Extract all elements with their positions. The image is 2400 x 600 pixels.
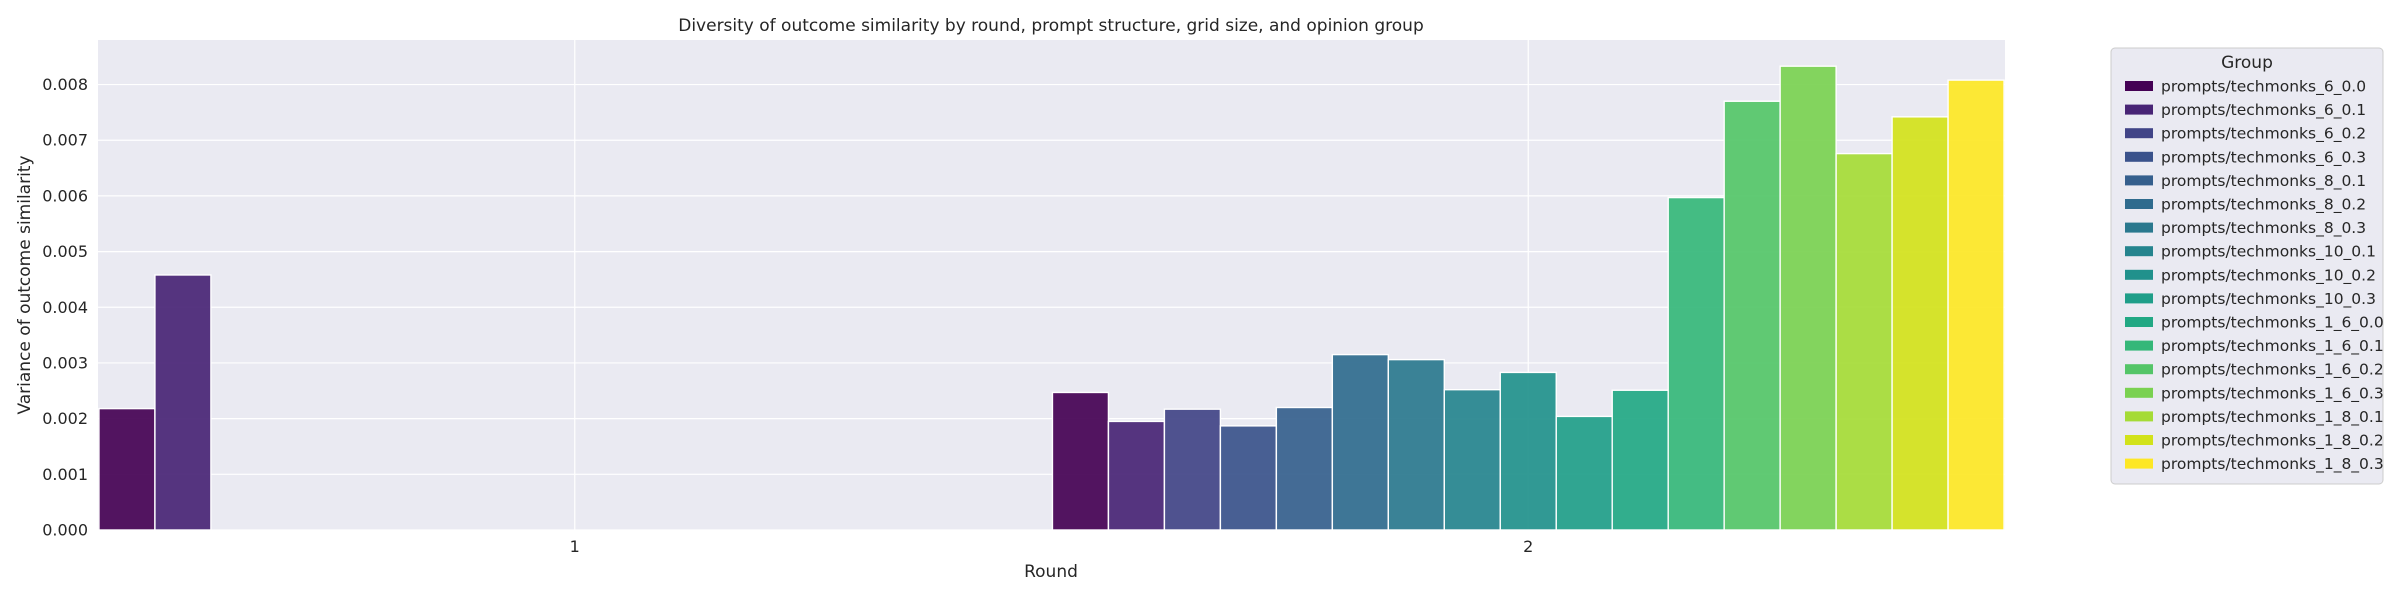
- legend-label: prompts/techmonks_1_6_0.0: [2161, 314, 2384, 333]
- bar: [1555, 415, 1613, 531]
- y-tick-label: 0.001: [42, 465, 88, 484]
- y-tick-label: 0.008: [42, 75, 88, 94]
- legend-swatch: [2125, 246, 2153, 257]
- bar: [1051, 391, 1110, 531]
- bar: [1387, 358, 1445, 531]
- bar: [98, 407, 156, 531]
- legend-label: prompts/techmonks_1_8_0.1: [2161, 408, 2384, 427]
- bar: [1611, 389, 1669, 531]
- legend-title: Group: [2221, 53, 2273, 73]
- legend-item: prompts/techmonks_8_0.2: [2125, 196, 2366, 215]
- bar: [1835, 152, 1893, 531]
- legend-item: prompts/techmonks_8_0.3: [2125, 219, 2366, 238]
- legend-item: prompts/techmonks_1_6_0.0: [2125, 314, 2384, 333]
- legend-label: prompts/techmonks_1_6_0.2: [2161, 361, 2384, 380]
- legend-swatch: [2125, 458, 2153, 469]
- legend-item: prompts/techmonks_10_0.1: [2125, 243, 2376, 262]
- legend-label: prompts/techmonks_10_0.2: [2161, 266, 2376, 285]
- legend-item: prompts/techmonks_10_0.2: [2125, 266, 2376, 285]
- legend-label: prompts/techmonks_10_0.3: [2161, 290, 2376, 309]
- bar: [1331, 353, 1390, 531]
- y-axis-label: Variance of outcome similarity: [15, 155, 35, 414]
- y-tick-label: 0.002: [42, 409, 88, 428]
- legend-swatch: [2125, 364, 2153, 375]
- x-tick-label: 2: [1523, 537, 1533, 556]
- legend-swatch: [2125, 104, 2153, 115]
- legend-item: prompts/techmonks_6_0.0: [2125, 78, 2366, 97]
- legend-label: prompts/techmonks_1_6_0.1: [2161, 337, 2384, 356]
- legend-swatch: [2125, 340, 2153, 351]
- legend-label: prompts/techmonks_1_8_0.3: [2161, 455, 2384, 474]
- legend-box: [2110, 47, 2384, 485]
- legend-item: prompts/techmonks_1_6_0.1: [2125, 337, 2384, 356]
- legend-item: prompts/techmonks_6_0.2: [2125, 125, 2366, 144]
- legend-label: prompts/techmonks_6_0.3: [2161, 148, 2366, 167]
- legend-swatch: [2125, 175, 2153, 186]
- y-tick-label: 0.003: [42, 353, 88, 372]
- legend-swatch: [2125, 317, 2153, 327]
- legend-swatch: [2125, 128, 2153, 139]
- legend-swatch: [2125, 293, 2153, 304]
- bar: [154, 274, 212, 531]
- legend-label: prompts/techmonks_6_0.2: [2161, 125, 2366, 144]
- bar: [1443, 388, 1501, 531]
- legend-item: prompts/techmonks_1_8_0.1: [2125, 408, 2384, 427]
- legend-swatch: [2125, 222, 2153, 233]
- legend-item: prompts/techmonks_6_0.1: [2125, 101, 2366, 120]
- legend-label: prompts/techmonks_6_0.0: [2161, 78, 2366, 97]
- bar: [1275, 406, 1334, 531]
- legend-swatch: [2125, 81, 2153, 91]
- bar: [1667, 196, 1725, 531]
- legend-item: prompts/techmonks_8_0.1: [2125, 172, 2366, 191]
- legend-item: prompts/techmonks_1_6_0.3: [2125, 384, 2384, 403]
- legend-label: prompts/techmonks_1_6_0.3: [2161, 384, 2384, 403]
- legend-item: prompts/techmonks_6_0.3: [2125, 148, 2366, 167]
- legend-swatch: [2125, 387, 2153, 398]
- y-tick-label: 0.005: [42, 242, 88, 261]
- legend-swatch: [2125, 269, 2153, 280]
- bar: [1219, 425, 1278, 531]
- legend-swatch: [2125, 435, 2153, 445]
- chart-title: Diversity of outcome similarity by round…: [678, 16, 1424, 36]
- legend-label: prompts/techmonks_8_0.3: [2161, 219, 2366, 238]
- y-axis: 0.000 0.001 0.002 0.003 0.004 0.005 0.006 0.007…: [42, 75, 88, 539]
- y-tick-label: 0.006: [42, 186, 88, 205]
- bars: [98, 65, 2005, 531]
- bar: [1107, 420, 1166, 531]
- legend-item: prompts/techmonks_1_8_0.3: [2125, 455, 2384, 474]
- legend-label: prompts/techmonks_6_0.1: [2161, 101, 2366, 120]
- bar: [1947, 79, 2005, 531]
- legend-item: prompts/techmonks_1_6_0.2: [2125, 361, 2384, 380]
- legend-label: prompts/techmonks_8_0.1: [2161, 172, 2366, 191]
- legend-swatch: [2125, 199, 2153, 209]
- x-tick-label: 1: [570, 537, 580, 556]
- y-tick-label: 0.007: [42, 131, 88, 150]
- legend-label: prompts/techmonks_1_8_0.2: [2161, 432, 2384, 451]
- y-tick-label: 0.004: [42, 298, 88, 317]
- x-axis-label: Round: [1024, 562, 1078, 582]
- bar: [1723, 100, 1781, 531]
- legend-swatch: [2125, 151, 2153, 162]
- legend-item: prompts/techmonks_10_0.3: [2125, 290, 2376, 309]
- bar: [1779, 65, 1837, 531]
- legend-label: prompts/techmonks_8_0.2: [2161, 196, 2366, 215]
- bar: [1891, 116, 1949, 531]
- bar: [1499, 371, 1557, 531]
- legend-swatch: [2125, 411, 2153, 422]
- y-tick-label: 0.000: [42, 521, 88, 540]
- legend-label: prompts/techmonks_10_0.1: [2161, 243, 2376, 262]
- bar: [1163, 408, 1222, 531]
- legend-item: prompts/techmonks_1_8_0.2: [2125, 432, 2384, 451]
- legend: Group prompts/techmonks_6_0.0 prompts/tec…: [2110, 47, 2384, 485]
